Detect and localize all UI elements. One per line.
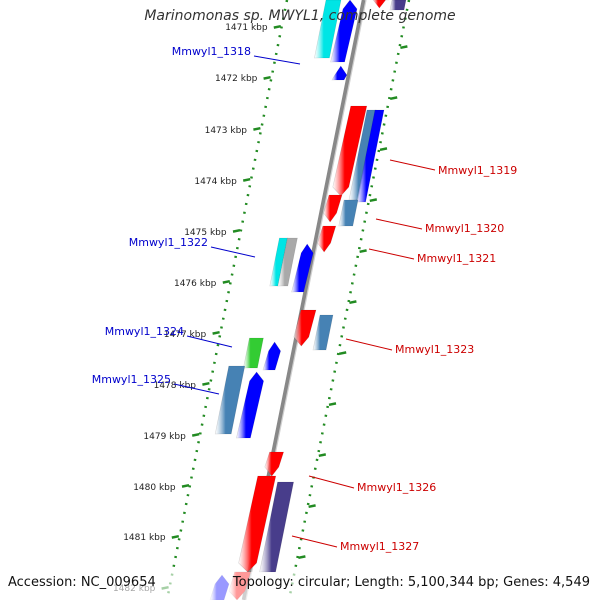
outer-tick-mark: [318, 453, 327, 458]
gene-leader-line: [308, 475, 355, 489]
outer-tick-mark: [349, 300, 357, 305]
gene-label: Mmwyl1_1322: [129, 236, 208, 249]
genome-summary-text: Topology: circular; Length: 5,100,344 bp…: [232, 575, 590, 590]
gene-feature-green: [243, 337, 264, 369]
gene-leader-line: [389, 159, 436, 171]
gene-feature-cyan: [314, 0, 342, 59]
kbp-tick-label: 1478 kbp: [154, 381, 197, 391]
gene-leader-line: [368, 248, 415, 260]
gene-feature-red: [372, 0, 390, 9]
gene-feature-red: [238, 475, 277, 573]
gene-leader-line: [186, 335, 233, 348]
gene-label: Mmwyl1_1326: [357, 481, 436, 494]
kbp-tick-label: 1473 kbp: [205, 126, 248, 136]
gene-feature-red: [264, 451, 285, 477]
outer-tick-mark: [379, 147, 388, 152]
gene-feature-gray: [277, 237, 298, 287]
inner-tick-mark: [171, 534, 180, 539]
gene-leader-line: [253, 55, 301, 65]
inner-tick-mark: [232, 228, 241, 233]
gene-label: Mmwyl1_1319: [438, 164, 517, 177]
inner-tick-mark: [242, 177, 251, 182]
gene-leader-line: [375, 218, 423, 230]
outer-tick-mark: [400, 45, 408, 50]
outer-tick-mark: [328, 402, 337, 407]
gene-feature-red: [293, 309, 317, 347]
gene-leader-line: [173, 383, 220, 395]
inner-tick-mark: [212, 330, 220, 335]
inner-tick-mark: [263, 75, 271, 80]
gene-feature-red: [317, 225, 337, 253]
inner-tick-mark: [202, 381, 210, 386]
map-band: [186, 0, 410, 600]
kbp-tick-label: 1475 kbp: [184, 228, 227, 238]
gene-feature-steelblue: [312, 314, 334, 351]
gene-feature-red: [332, 105, 368, 197]
outer-tick-mark: [338, 351, 347, 356]
map-title: Marinomonas sp. MWYL1, complete genome: [144, 8, 456, 24]
kbp-tick-label: 1472 kbp: [215, 74, 258, 84]
gene-feature-blue: [330, 0, 358, 63]
gene-label: Mmwyl1_1323: [395, 343, 474, 356]
outer-tick-mark: [369, 198, 378, 203]
gene-feature-blue: [262, 341, 281, 371]
gene-feature-blue: [291, 243, 314, 293]
gene-label: Mmwyl1_1321: [417, 252, 496, 265]
gene-label: Mmwyl1_1320: [425, 222, 504, 235]
gene-feature-blue: [236, 371, 264, 439]
outer-tick-mark: [308, 504, 316, 509]
gene-label: Mmwyl1_1327: [340, 540, 419, 553]
gene-feature-steelblue: [214, 365, 246, 435]
outer-tick-mark: [298, 555, 306, 560]
kbp-tick-label: 1476 kbp: [174, 279, 217, 289]
inner-tick-mark: [181, 483, 190, 488]
kbp-tick-label: 1480 kbp: [133, 483, 176, 493]
kbp-tick-label: 1479 kbp: [143, 432, 186, 442]
inner-tick-mark: [222, 279, 231, 284]
gene-feature-blue-small: [331, 65, 348, 81]
gene-feature-red: [323, 194, 343, 223]
gene-label: Mmwyl1_1318: [172, 45, 251, 58]
kbp-tick-label: 1474 kbp: [194, 177, 237, 187]
gene-label: Mmwyl1_1325: [92, 373, 171, 386]
kbp-tick-label: 1471 kbp: [225, 23, 268, 33]
gene-feature-purple: [389, 0, 407, 11]
gene-leader-line: [291, 535, 338, 548]
kbp-tick-label: 1477 kbp: [164, 330, 207, 340]
accession-text: Accession: NC_009654: [8, 575, 156, 590]
kbp-tick-label: 1481 kbp: [123, 533, 166, 543]
inner-tick-mark: [253, 126, 261, 131]
inner-tick-mark: [191, 432, 200, 437]
footer-background: [0, 572, 600, 600]
gene-feature-steelblue: [338, 199, 359, 227]
gene-leader-line: [210, 246, 256, 258]
outer-tick-mark: [359, 249, 367, 254]
inner-tick-mark: [273, 24, 282, 29]
outer-tick-mark: [389, 96, 398, 101]
gene-leader-line: [345, 338, 393, 351]
gene-label: Mmwyl1_1324: [105, 325, 184, 338]
gene-feature-blue: [356, 109, 385, 203]
